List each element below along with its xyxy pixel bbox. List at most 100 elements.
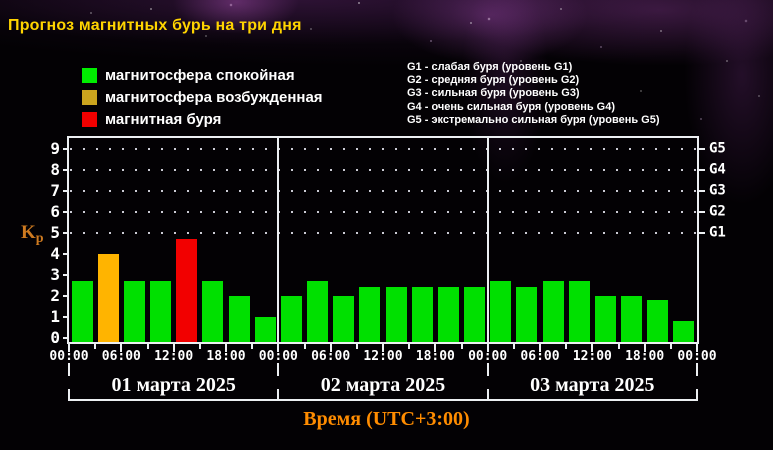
x-tick <box>539 344 541 352</box>
kp-bar <box>307 280 329 342</box>
g-level-label-g3: G3 <box>709 182 726 199</box>
kp-bar <box>359 287 381 342</box>
x-tick <box>172 344 175 352</box>
y-tick-label: 4 <box>50 243 60 263</box>
x-tick-label: 12:00 <box>572 349 612 364</box>
x-tick <box>434 344 437 352</box>
y-tick <box>63 210 69 213</box>
bar-color-legend: магнитосфера спокойная магнитосфера возбу… <box>82 64 323 130</box>
legend-label: магнитосфера спокойная <box>105 66 295 84</box>
storm-scale-line: G3 - сильная буря (уровень G3) <box>407 87 580 100</box>
kp-bar <box>437 287 459 342</box>
x-tick <box>120 344 123 352</box>
y-tick <box>63 189 69 192</box>
x-tick-label: 18:00 <box>625 349 665 364</box>
g-level-label-g5: G5 <box>709 140 726 157</box>
g-level-label-g4: G4 <box>709 161 726 178</box>
x-tick <box>225 344 227 352</box>
kp-bar <box>464 287 486 342</box>
storm-scale-line: G1 - слабая буря (уровень G1) <box>407 61 573 73</box>
x-tick <box>565 344 568 349</box>
g-level-tick <box>699 147 705 150</box>
kp-bar <box>150 280 172 342</box>
day-label: 02 марта 2025 <box>320 374 446 396</box>
kp-bar <box>97 253 119 342</box>
kp-bar <box>490 280 512 342</box>
gridline-kp6 <box>70 210 696 213</box>
y-tick-label: 8 <box>50 159 60 179</box>
kp-bar <box>333 295 355 342</box>
date-bracket-tick-upper <box>696 363 698 376</box>
x-tick <box>277 344 280 352</box>
legend-swatch-storm <box>82 111 97 127</box>
x-tick-label: 00:00 <box>258 349 298 364</box>
kp-bar <box>621 295 643 342</box>
kp-bar <box>516 287 538 342</box>
x-tick <box>355 344 358 349</box>
x-tick <box>146 344 149 349</box>
date-bracket-tick-lower <box>696 389 698 401</box>
y-tick <box>63 252 69 255</box>
kp-bar <box>385 287 407 342</box>
legend-label: магнитная буря <box>105 110 222 128</box>
kp-bar <box>568 280 590 342</box>
x-tick <box>643 344 646 352</box>
x-tick-label: 12:00 <box>154 349 194 364</box>
date-bracket-tick-lower <box>68 389 70 401</box>
y-tick-label: 1 <box>50 306 60 326</box>
storm-scale-line: G4 - очень сильная буря (уровень G4) <box>407 100 616 113</box>
y-tick <box>63 147 69 150</box>
storm-scale-line: G2 - средняя буря (уровень G2) <box>407 74 580 87</box>
legend-swatch-excited <box>82 89 97 105</box>
y-tick-label: 6 <box>50 201 60 221</box>
y-tick-label: 7 <box>50 180 60 200</box>
legend-label: магнитосфера возбужденная <box>105 88 323 106</box>
y-tick-label: 9 <box>50 138 60 158</box>
x-tick <box>94 344 97 349</box>
page-title: Прогноз магнитных бурь на три дня <box>8 17 302 34</box>
kp-bar <box>176 238 198 342</box>
y-tick <box>63 336 69 339</box>
x-tick-label: 06:00 <box>101 349 141 364</box>
y-tick-label: 2 <box>50 285 60 305</box>
y-tick-label: 3 <box>50 264 60 284</box>
kp-bar <box>673 320 695 342</box>
kp-bar <box>71 280 93 342</box>
kp-bar <box>411 287 433 342</box>
kp-bar <box>280 295 302 342</box>
kp-bar <box>594 295 616 342</box>
x-tick-label: 12:00 <box>363 349 403 364</box>
x-tick <box>512 344 515 349</box>
x-tick <box>251 344 254 349</box>
g-level-tick <box>699 189 705 192</box>
y-tick <box>63 168 69 171</box>
kp-bar <box>254 316 276 342</box>
x-axis-title: Время (UTC+3:00) <box>303 408 470 430</box>
g-level-tick <box>699 168 705 171</box>
x-tick <box>486 344 489 352</box>
kp-bar <box>228 295 250 342</box>
x-tick <box>669 344 672 349</box>
y-tick <box>63 294 69 297</box>
legend-row-quiet: магнитосфера спокойная <box>82 64 323 86</box>
y-axis-title: Kp <box>21 222 44 246</box>
x-tick <box>303 344 306 349</box>
day-label: 03 марта 2025 <box>530 374 655 396</box>
x-tick <box>329 344 332 352</box>
x-tick-label: 00:00 <box>49 349 89 364</box>
date-bracket-tick-lower <box>486 389 489 401</box>
x-tick <box>696 344 698 352</box>
day-separator <box>277 138 280 342</box>
x-tick <box>591 344 594 352</box>
date-bracket-tick-upper <box>486 363 489 376</box>
x-tick <box>460 344 463 349</box>
x-tick-label: 00:00 <box>468 349 508 364</box>
gridline-kp8 <box>70 168 696 171</box>
kp-bar <box>123 280 145 342</box>
kp-bar <box>647 299 669 342</box>
y-tick-label: 5 <box>50 222 60 242</box>
g-level-label-g1: G1 <box>709 224 726 241</box>
x-tick <box>198 344 201 349</box>
x-tick <box>68 344 70 352</box>
